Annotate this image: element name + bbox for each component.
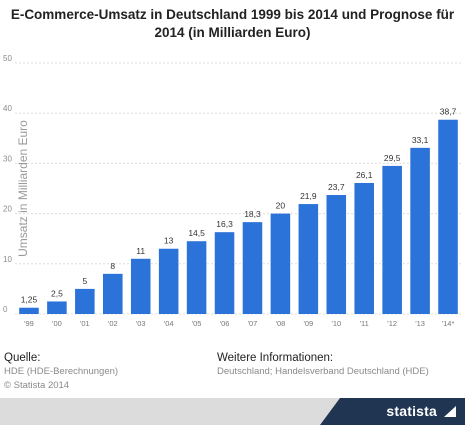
bar <box>242 222 263 314</box>
x-tick-label: '06 <box>220 319 230 328</box>
bar <box>186 241 207 314</box>
footer-bar: statista <box>0 398 465 425</box>
y-axis-label: Umsatz in Milliarden Euro <box>16 120 30 257</box>
source-heading: Quelle: <box>4 352 41 364</box>
bar <box>382 165 402 314</box>
bar <box>270 213 291 314</box>
bar <box>214 232 235 314</box>
bar-value-label: 14,5 <box>188 228 205 238</box>
y-tick-label: 0 <box>3 305 8 314</box>
value-labels: 1,25 2,5 5 8 11 13 14,5 16,3 18,3 20 21,9 23,7 26,1 2… <box>21 107 457 305</box>
x-tick-label: '12 <box>387 319 397 328</box>
bar-value-label: 1,25 <box>21 295 38 305</box>
y-axis-ticks: 0 10 20 30 40 50 <box>3 54 12 314</box>
chart-title: E-Commerce-Umsatz in Deutschland 1999 bi… <box>0 6 465 42</box>
x-tick-label: '00 <box>52 319 62 328</box>
y-tick-label: 40 <box>3 104 12 113</box>
bar <box>354 182 374 314</box>
x-tick-label: '13 <box>415 319 425 328</box>
bar <box>438 119 458 314</box>
y-tick-label: 50 <box>3 54 12 63</box>
x-tick-label: '05 <box>192 319 202 328</box>
x-tick-label: '11 <box>360 319 369 328</box>
y-tick-label: 10 <box>3 255 12 264</box>
x-tick-label: '14* <box>442 319 455 328</box>
bar-value-label: 5 <box>82 276 87 286</box>
source-line-1: HDE (HDE-Berechnungen) <box>4 366 119 377</box>
footer-brand-area: statista <box>320 398 465 425</box>
bar-value-label: 29,5 <box>384 153 401 163</box>
bar-chart: 0 10 20 30 40 50 Umsatz in Milliarden Euro 1,… <box>3 54 462 328</box>
x-tick-label: '09 <box>303 319 313 328</box>
x-tick-label: '01 <box>80 319 90 328</box>
statista-logo-icon <box>444 406 456 417</box>
bar <box>410 147 430 314</box>
bar-value-label: 13 <box>164 236 174 246</box>
x-axis-ticks: '99 '00 '01 '02 '03 '04 '05 '06 '07 '08 '09 '10 '11 '… <box>24 319 454 328</box>
bar-value-label: 2,5 <box>51 288 63 298</box>
bar <box>158 248 179 314</box>
statista-logo[interactable]: statista <box>386 403 437 419</box>
bar-value-label: 38,7 <box>440 107 457 117</box>
bar-value-label: 26,1 <box>356 170 373 180</box>
bar-value-label: 8 <box>110 261 115 271</box>
info-block: Weitere Informationen: Deutschland; Hand… <box>217 351 429 379</box>
y-tick-label: 20 <box>3 205 12 214</box>
y-tick-label: 30 <box>3 154 12 163</box>
bar-value-label: 33,1 <box>412 135 429 145</box>
bar <box>326 195 347 314</box>
bar-value-label: 11 <box>136 246 145 256</box>
bar-value-label: 16,3 <box>216 219 233 229</box>
x-tick-label: '03 <box>136 319 146 328</box>
x-tick-label: '04 <box>164 319 174 328</box>
bar-value-label: 18,3 <box>244 209 261 219</box>
bars <box>19 119 458 314</box>
bar <box>47 301 67 314</box>
bar <box>298 204 319 314</box>
x-tick-label: '10 <box>331 319 341 328</box>
chart-title-line-1: E-Commerce-Umsatz in Deutschland 1999 bi… <box>10 7 455 22</box>
bar-value-label: 23,7 <box>328 182 345 192</box>
bar <box>130 258 151 314</box>
bar-value-label: 20 <box>276 201 286 211</box>
bar-value-label: 21,9 <box>300 191 317 201</box>
chart-title-line-2: 2014 (in Milliarden Euro) <box>154 25 311 40</box>
x-tick-label: '02 <box>108 319 118 328</box>
x-tick-label: '99 <box>24 319 34 328</box>
source-block: Quelle: HDE (HDE-Berechnungen) © Statist… <box>4 351 118 393</box>
bar <box>75 288 95 314</box>
info-heading: Weitere Informationen: <box>217 352 334 364</box>
source-line-2: © Statista 2014 <box>4 380 70 391</box>
x-tick-label: '07 <box>248 319 258 328</box>
bar <box>19 307 39 314</box>
x-tick-label: '08 <box>276 319 286 328</box>
info-line-1: Deutschland; Handelsverband Deutschland … <box>217 366 429 377</box>
bar <box>103 273 123 314</box>
